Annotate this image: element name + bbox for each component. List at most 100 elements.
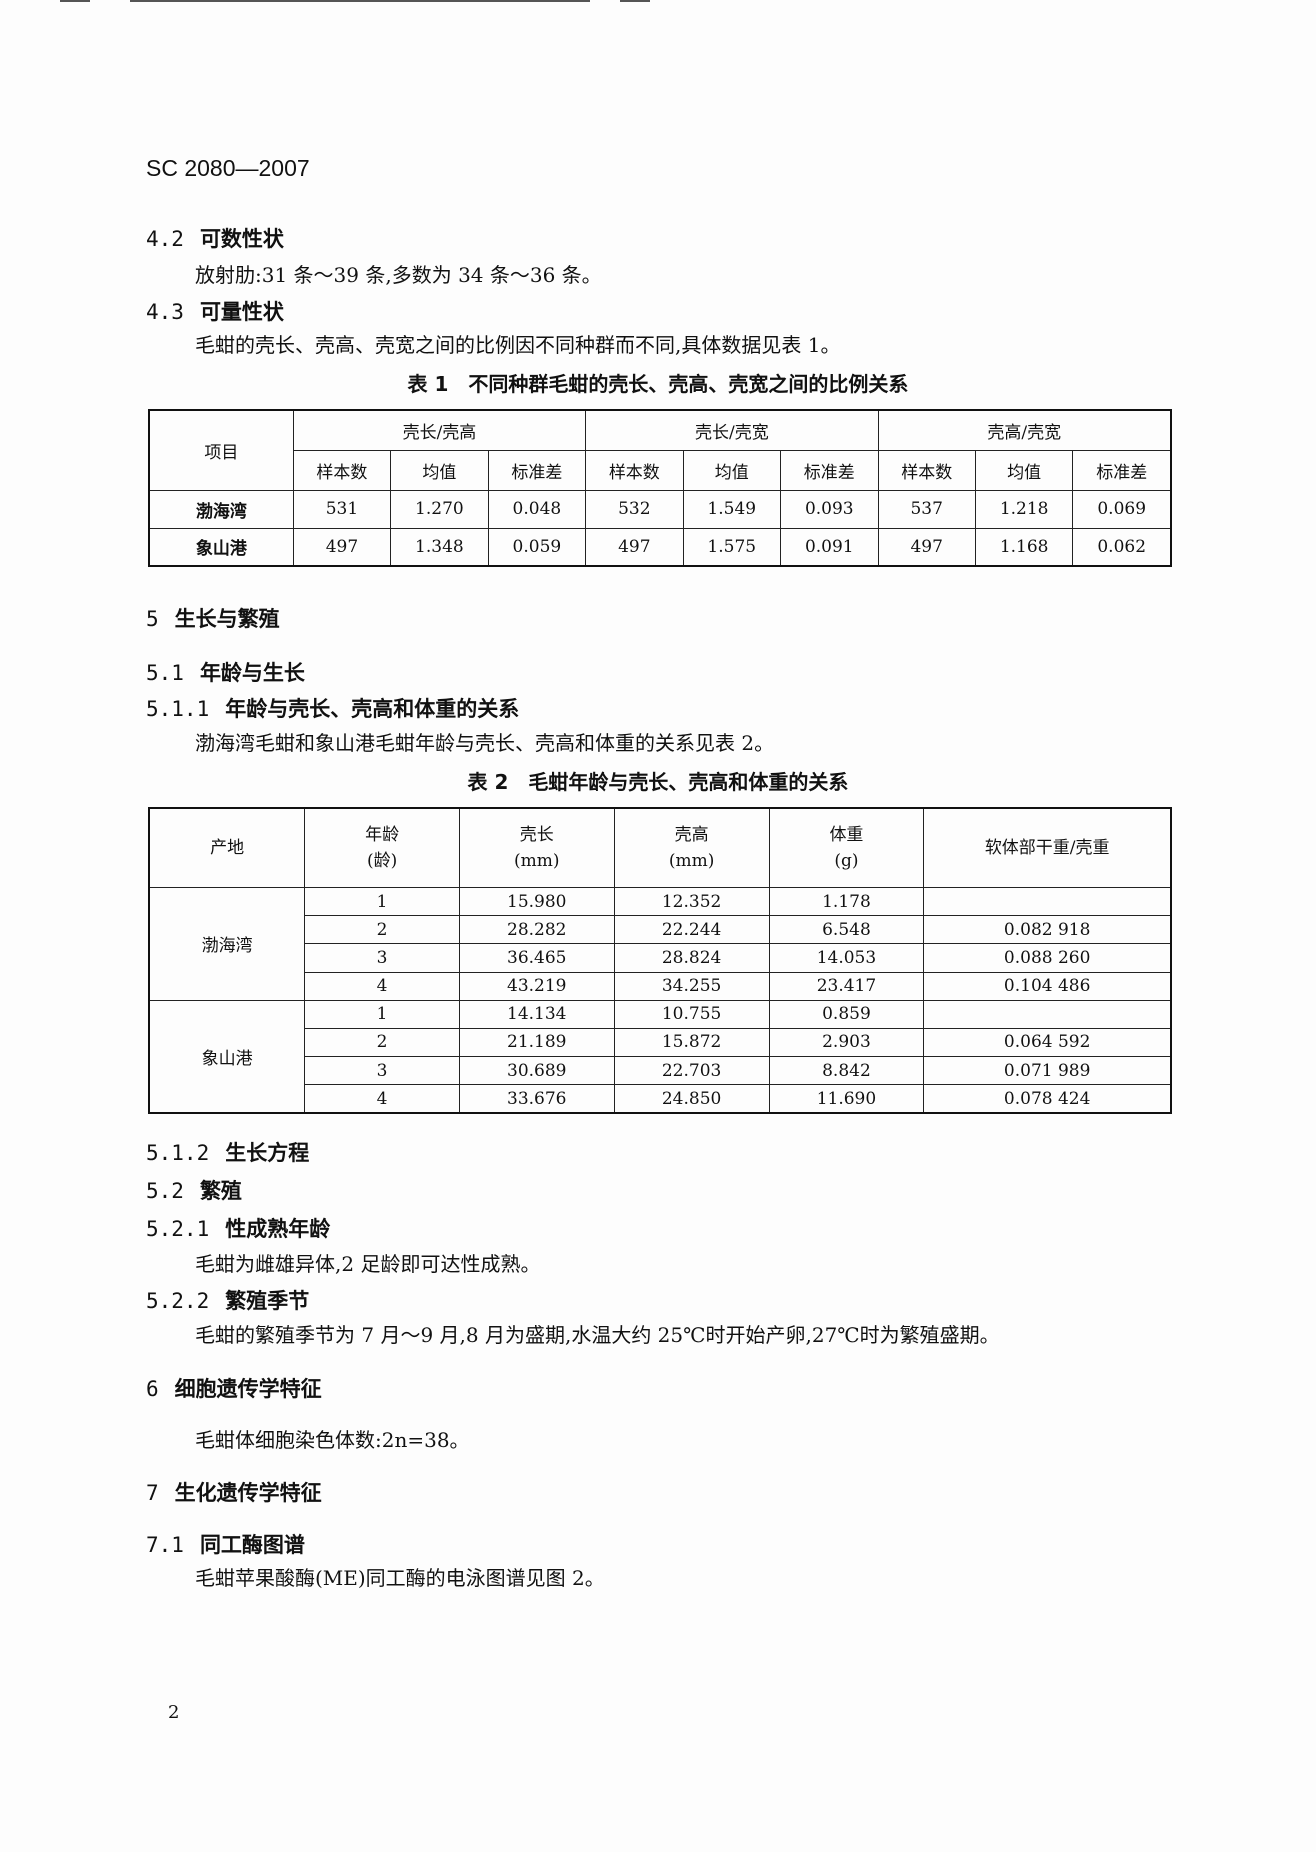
table-cell: 1.168: [974, 527, 1074, 567]
table-cell: 30.689: [458, 1056, 615, 1086]
header-unit: (mm): [668, 851, 715, 871]
column-header: 软体部干重/壳重: [923, 807, 1172, 889]
column-header: 项目: [148, 409, 294, 491]
table-cell: 11.690: [768, 1084, 925, 1114]
scan-artifact-line: [620, 0, 650, 2]
section-4-2-text: 放射肋:31 条～39 条,多数为 34 条～36 条。: [195, 263, 602, 287]
table-cell: [923, 999, 1172, 1029]
column-header: 标准差: [487, 449, 587, 491]
table-cell: 33.676: [458, 1084, 615, 1114]
column-header: 样本数: [585, 449, 684, 491]
column-header: 标准差: [1072, 449, 1172, 491]
table-cell: 10.755: [613, 999, 770, 1029]
table-row: 4 43.219 34.255 23.417 0.104 486: [149, 971, 1172, 1001]
header-unit: (龄): [366, 851, 398, 871]
table-cell: 12.352: [613, 887, 770, 917]
section-7-1-text: 毛蚶苹果酸酶(ME)同工酶的电泳图谱见图 2。: [195, 1566, 605, 1590]
scan-artifact-line: [60, 0, 90, 2]
table-2: 产地 年龄 (龄) 壳长 (mm) 壳高 (mm) 体重 (g) 软体部干重/壳重 渤海湾 1 15.9…: [148, 807, 1172, 1114]
table-cell: 28.824: [613, 943, 770, 973]
table-cell: 23.417: [768, 971, 925, 1001]
group-header: 壳高/壳宽: [877, 409, 1172, 451]
table-cell: 2: [304, 915, 460, 945]
table-cell: [923, 887, 1172, 917]
section-5-heading: 5 生长与繁殖: [146, 607, 280, 631]
table-cell: 1.575: [682, 527, 782, 567]
table-cell: 6.548: [768, 915, 925, 945]
table-cell: 0.088 260: [923, 943, 1172, 973]
table-row: 2 21.189 15.872 2.903 0.064 592: [149, 1027, 1172, 1058]
table-cell: 537: [877, 489, 976, 529]
table-cell: 1.348: [390, 527, 489, 567]
section-6-heading: 6 细胞遗传学特征: [146, 1377, 322, 1401]
table-cell: 28.282: [458, 915, 615, 945]
section-5-2-2-text: 毛蚶的繁殖季节为 7 月～9 月,8 月为盛期,水温大约 25℃时开始产卵,27…: [195, 1323, 1000, 1347]
column-header: 样本数: [292, 449, 392, 491]
section-5-2-1-text: 毛蚶为雌雄异体,2 足龄即可达性成熟。: [195, 1252, 541, 1276]
table-cell: 2: [304, 1027, 460, 1058]
table-1-caption: 表 1 不同种群毛蚶的壳长、壳高、壳宽之间的比例关系: [407, 372, 909, 396]
table-cell: 14.134: [458, 999, 615, 1029]
table-row: 3 30.689 22.703 8.842 0.071 989: [149, 1056, 1172, 1086]
table-cell: 0.048: [487, 489, 587, 529]
table-cell: 0.082 918: [923, 915, 1172, 945]
table-cell: 1: [304, 999, 460, 1029]
table-cell: 1.218: [974, 489, 1074, 529]
section-5-1-heading: 5.1 年龄与生长: [146, 661, 305, 685]
header-label: 壳长: [519, 825, 554, 845]
table-cell: 21.189: [458, 1027, 615, 1058]
header-unit: (g): [834, 851, 859, 871]
column-header: 体重 (g): [768, 807, 925, 889]
table-row: 3 36.465 28.824 14.053 0.088 260: [149, 943, 1172, 973]
table-cell: 3: [304, 1056, 460, 1086]
table-cell: 497: [877, 527, 976, 567]
header-unit: (mm): [513, 851, 560, 871]
page-number: 2: [168, 1702, 180, 1723]
header-label: 壳高: [674, 825, 709, 845]
section-5-2-1-heading: 5.2.1 性成熟年龄: [146, 1217, 331, 1241]
row-header: 象山港: [148, 527, 294, 567]
table-cell: 43.219: [458, 971, 615, 1001]
column-header: 年龄 (龄): [304, 807, 460, 889]
table-cell: 1: [304, 887, 460, 917]
table-cell: 0.059: [487, 527, 587, 567]
section-4-3-text: 毛蚶的壳长、壳高、壳宽之间的比例因不同种群而不同,具体数据见表 1。: [195, 333, 841, 357]
table-row: 象山港 1 14.134 10.755 0.859: [148, 999, 1172, 1114]
column-header: 标准差: [780, 449, 879, 491]
table-cell: 0.093: [780, 489, 879, 529]
header-label: 软体部干重/壳重: [984, 838, 1110, 858]
table-cell: 0.062: [1072, 527, 1172, 567]
table-row: 渤海湾 531 1.270 0.048 532 1.549 0.093 537 1.218 0.0…: [148, 489, 1172, 529]
section-4-2-heading: 4.2 可数性状: [146, 227, 284, 251]
row-header: 渤海湾: [148, 887, 306, 1001]
document-header: SC 2080—2007: [146, 155, 310, 181]
table-cell: 0.104 486: [923, 971, 1172, 1001]
header-label: 产地: [210, 838, 245, 858]
table-2-caption: 表 2 毛蚶年龄与壳长、壳高和体重的关系: [467, 770, 849, 794]
table-cell: 0.091: [780, 527, 879, 567]
table-cell: 0.071 989: [923, 1056, 1172, 1086]
column-header: 壳高 (mm): [613, 807, 770, 889]
section-7-heading: 7 生化遗传学特征: [146, 1481, 322, 1505]
table-cell: 497: [292, 527, 392, 567]
table-cell: 22.703: [613, 1056, 770, 1086]
table-1: 项目 壳长/壳高 壳长/壳宽 壳高/壳宽 样本数 均值 标准差 样本数 均值 标准差 样本数 均值 标准…: [148, 409, 1172, 567]
table-row: 产地 年龄 (龄) 壳长 (mm) 壳高 (mm) 体重 (g) 软体部干重/壳重: [148, 807, 1172, 889]
section-5-1-2-heading: 5.1.2 生长方程: [146, 1141, 310, 1165]
table-cell: 2.903: [768, 1027, 925, 1058]
scan-artifact-line: [130, 0, 590, 2]
header-label: 年龄: [365, 825, 400, 845]
header-label: 体重: [829, 825, 864, 845]
section-5-1-1-text: 渤海湾毛蚶和象山港毛蚶年龄与壳长、壳高和体重的关系见表 2。: [195, 731, 775, 755]
table-row: 象山港 497 1.348 0.059 497 1.575 0.091 497 1.168 0.0…: [148, 527, 1172, 567]
table-cell: 532: [585, 489, 684, 529]
table-cell: 24.850: [613, 1084, 770, 1114]
table-cell: 3: [304, 943, 460, 973]
section-6-text: 毛蚶体细胞染色体数:2n=38。: [195, 1428, 470, 1452]
column-header: 产地: [148, 807, 306, 889]
table-cell: 0.078 424: [923, 1084, 1172, 1114]
table-cell: 22.244: [613, 915, 770, 945]
section-4-3-heading: 4.3 可量性状: [146, 300, 284, 324]
table-cell: 0.859: [768, 999, 925, 1029]
